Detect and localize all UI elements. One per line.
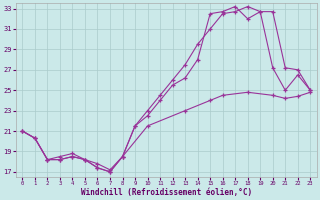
X-axis label: Windchill (Refroidissement éolien,°C): Windchill (Refroidissement éolien,°C) — [81, 188, 252, 197]
